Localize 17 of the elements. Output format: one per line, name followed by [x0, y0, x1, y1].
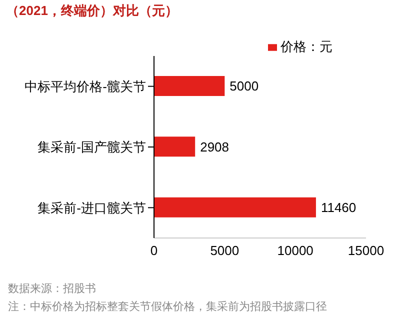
data-label: 2908 — [200, 139, 230, 154]
data-label: 11460 — [320, 200, 356, 215]
bar — [154, 197, 316, 218]
bar — [154, 76, 225, 96]
x-tick-label: 0 — [150, 243, 158, 258]
data-label: 5000 — [230, 78, 259, 94]
x-tick-label: 10000 — [277, 243, 314, 258]
y-tick-label: 集采前-国产髋关节 — [38, 140, 146, 155]
y-tick-label: 集采前-进口髋关节 — [38, 200, 146, 216]
x-tick-label: 15000 — [348, 243, 384, 258]
bar — [154, 136, 196, 157]
y-tick-label: 中标平均价格-髋关节 — [24, 78, 146, 94]
chart-title: （2021，终端价）对比（元） — [6, 2, 178, 20]
text: 注：中标价格为招标整套关节假体价格，集采前为招股书披露口径 — [8, 300, 327, 315]
legend-label: 价格：元 — [280, 39, 332, 54]
x-tick-label: 5000 — [210, 243, 240, 258]
source-note: 数据来源：招股书 — [8, 282, 97, 297]
